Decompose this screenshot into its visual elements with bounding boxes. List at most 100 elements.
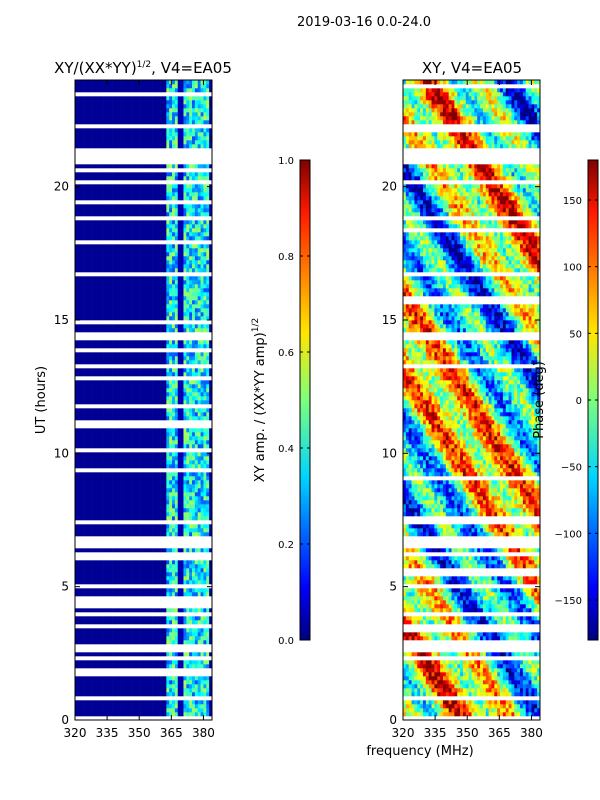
heatmap-cell	[152, 240, 156, 245]
heatmap-cell	[94, 348, 99, 353]
heatmap-cell	[112, 408, 116, 413]
heatmap-cell	[120, 440, 124, 445]
heatmap-cell	[100, 308, 104, 313]
heatmap-cell	[163, 340, 167, 345]
heatmap-cell	[197, 484, 201, 489]
heatmap-cell	[80, 392, 84, 397]
heatmap-cell	[157, 292, 161, 297]
heatmap-cell	[143, 440, 147, 445]
heatmap-cell	[166, 236, 170, 241]
heatmap-cell	[157, 392, 161, 397]
heatmap-cell	[92, 608, 96, 613]
heatmap-cell	[157, 480, 161, 485]
heatmap-cell	[83, 396, 87, 401]
heatmap-cell	[194, 368, 199, 373]
heatmap-cell	[143, 580, 147, 585]
heatmap-cell	[166, 616, 170, 621]
heatmap-cell	[100, 288, 104, 293]
heatmap-cell	[183, 524, 187, 529]
heatmap-cell	[103, 548, 107, 553]
heatmap-cell	[152, 680, 156, 685]
heatmap-cell	[197, 600, 201, 605]
heatmap-cell	[157, 680, 161, 685]
heatmap-cell	[197, 456, 201, 461]
heatmap-cell	[80, 292, 84, 297]
heatmap-cell	[160, 572, 164, 577]
heatmap-cell	[77, 480, 82, 485]
heatmap-cell	[106, 508, 110, 513]
heatmap-cell	[129, 596, 133, 601]
heatmap-cell	[80, 488, 84, 493]
heatmap-cell	[160, 412, 164, 417]
heatmap-cell	[103, 672, 107, 677]
heatmap-cell	[209, 368, 213, 373]
heatmap-cell	[117, 620, 121, 625]
heatmap-cell	[146, 320, 150, 325]
heatmap-cell	[134, 304, 139, 309]
heatmap-cell	[177, 704, 181, 709]
heatmap-cell	[197, 684, 201, 689]
heatmap-cell	[192, 668, 196, 673]
heatmap-cell	[123, 256, 127, 261]
heatmap-cell	[189, 640, 193, 645]
heatmap-cell	[152, 576, 156, 581]
heatmap-cell	[100, 264, 104, 269]
heatmap-cell	[197, 632, 201, 637]
heatmap-cell	[203, 500, 207, 505]
heatmap-cell	[89, 580, 93, 585]
heatmap-cell	[100, 324, 104, 329]
heatmap-cell	[200, 556, 204, 561]
heatmap-cell	[160, 408, 164, 413]
heatmap-cell	[92, 376, 96, 381]
heatmap-cell	[197, 468, 201, 473]
heatmap-cell	[89, 340, 93, 345]
heatmap-cell	[189, 704, 193, 709]
heatmap-cell	[126, 328, 130, 333]
heatmap-cell	[146, 492, 150, 497]
heatmap-cell	[149, 548, 153, 553]
heatmap-cell	[154, 484, 159, 489]
heatmap-cell	[154, 476, 159, 481]
heatmap-cell	[97, 704, 101, 709]
heatmap-cell	[163, 560, 167, 565]
heatmap-cell	[117, 504, 121, 509]
heatmap-cell	[177, 296, 181, 301]
heatmap-cell	[92, 452, 96, 457]
heatmap-cell	[180, 288, 184, 293]
heatmap-cell	[203, 376, 207, 381]
heatmap-cell	[157, 456, 161, 461]
heatmap-cell	[172, 548, 176, 553]
heatmap-cell	[154, 428, 159, 433]
heatmap-cell	[174, 288, 179, 293]
heatmap-cell	[157, 620, 161, 625]
heatmap-cell	[189, 680, 193, 685]
heatmap-cell	[160, 380, 164, 385]
heatmap-cell	[114, 496, 119, 501]
heatmap-cell	[146, 564, 150, 569]
heatmap-cell	[109, 436, 113, 441]
heatmap-cell	[174, 240, 179, 245]
heatmap-cell	[134, 388, 139, 393]
heatmap-cell	[100, 352, 104, 357]
heatmap-cell	[154, 432, 159, 437]
heatmap-cell	[157, 280, 161, 285]
heatmap-cell	[83, 404, 87, 409]
heatmap-cell	[154, 368, 159, 373]
heatmap-cell	[109, 284, 113, 289]
heatmap-cell	[180, 484, 184, 489]
heatmap-cell	[209, 384, 213, 389]
heatmap-cell	[186, 252, 190, 257]
heatmap-cell	[89, 244, 93, 249]
heatmap-cell	[92, 704, 96, 709]
heatmap-cell	[186, 456, 190, 461]
heatmap-cell	[157, 652, 161, 657]
heatmap-cell	[77, 548, 82, 553]
heatmap-cell	[77, 432, 82, 437]
heatmap-cell	[203, 596, 207, 601]
heatmap-cell	[189, 280, 193, 285]
heatmap-cell	[106, 340, 110, 345]
heatmap-cell	[80, 284, 84, 289]
heatmap-cell	[97, 708, 101, 713]
heatmap-cell	[97, 240, 101, 245]
